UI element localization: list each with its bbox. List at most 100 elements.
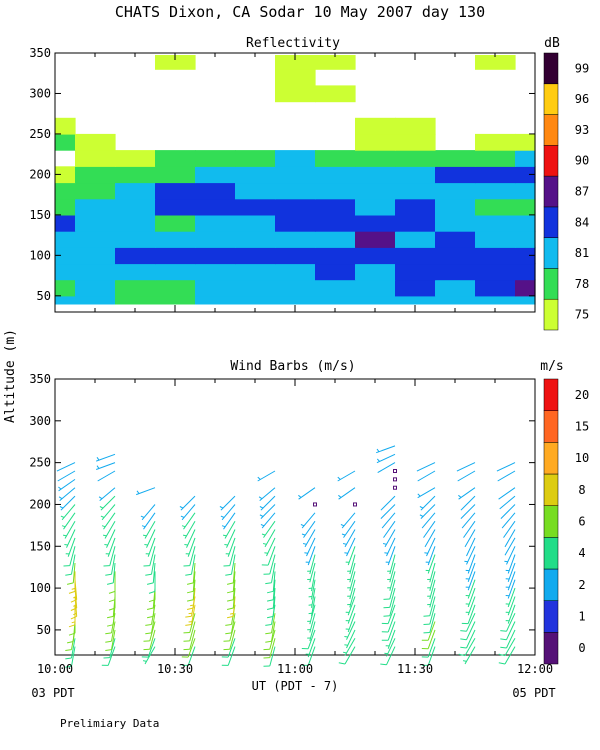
reflectivity-cell <box>355 263 396 281</box>
reflectivity-cell <box>115 247 156 265</box>
wind-barb <box>265 562 276 585</box>
reflectivity-cell <box>155 55 196 70</box>
wind-barb <box>338 487 356 500</box>
reflectivity-cell <box>275 85 316 103</box>
wind-barb <box>70 588 78 611</box>
reflectivity-cell <box>275 150 316 167</box>
wind-barb <box>265 613 276 635</box>
colorbar-swatch <box>543 537 559 570</box>
wind-barb <box>65 638 76 660</box>
wind-barb <box>101 646 116 666</box>
wind-barb <box>146 562 156 585</box>
reflectivity-cell <box>315 166 356 184</box>
wind-barb <box>499 495 516 510</box>
colorbar-label: 6 <box>578 515 585 529</box>
reflectivity-cell <box>275 55 316 70</box>
wind-barb <box>183 613 196 634</box>
wind-barb <box>380 495 396 511</box>
wind-barb <box>308 596 316 617</box>
wind-barb <box>266 571 276 594</box>
reflectivity-cell <box>355 231 396 248</box>
y-tick-label: 200 <box>29 497 51 511</box>
wind-barb <box>384 638 396 657</box>
wind-barb <box>57 470 76 482</box>
wind-barb <box>105 621 116 643</box>
wind-barb <box>505 571 516 591</box>
wind-barb <box>385 546 396 566</box>
x-axis-label: UT (PDT - 7) <box>252 679 339 693</box>
wind-barb <box>427 587 436 608</box>
wind-barb <box>344 621 356 640</box>
reflectivity-cell <box>395 198 436 216</box>
wind-barb <box>98 487 116 501</box>
wind-barb <box>108 571 116 594</box>
reflectivity-cell <box>395 150 436 167</box>
colorbar-label: 0 <box>578 641 585 655</box>
reflectivity-cell <box>275 263 316 281</box>
wind-barb <box>96 462 116 470</box>
reflectivity-cell <box>515 198 536 216</box>
reflectivity-cell <box>315 263 356 281</box>
reflectivity-cell <box>75 166 116 184</box>
reflectivity-cell <box>155 295 196 305</box>
wind-barb <box>505 604 516 624</box>
wind-frame <box>54 378 536 656</box>
reflectivity-cell <box>235 247 276 265</box>
wind-barb <box>183 546 196 567</box>
wind-barb <box>226 596 236 619</box>
wind-barb <box>106 562 116 585</box>
wind-barb <box>300 512 316 529</box>
reflectivity-colorbar-unit: dB <box>544 36 560 51</box>
wind-barb <box>387 554 396 575</box>
wind-barb <box>259 495 276 511</box>
reflectivity-cell <box>315 214 356 232</box>
wind-barb <box>347 587 356 608</box>
wind-barb <box>417 470 436 482</box>
reflectivity-cell <box>195 263 236 281</box>
reflectivity-cell <box>195 166 236 184</box>
reflectivity-cell <box>395 133 436 151</box>
reflectivity-cell <box>155 231 196 248</box>
y-tick-label: 350 <box>29 46 51 60</box>
reflectivity-cell <box>155 150 196 167</box>
reflectivity-cell <box>75 133 116 151</box>
reflectivity-cell <box>275 198 316 216</box>
wind-barb <box>304 537 316 557</box>
wind-barb <box>462 646 476 665</box>
wind-barb <box>457 470 476 482</box>
reflectivity-cell <box>115 166 156 184</box>
wind-barb <box>136 487 156 496</box>
reflectivity-cell <box>275 231 316 248</box>
figure-title: CHATS Dixon, CA Sodar 10 May 2007 day 13… <box>115 3 485 21</box>
wind-barb <box>301 646 316 666</box>
wind-barb <box>143 629 156 651</box>
reflectivity-cell <box>55 166 76 184</box>
y-tick-label: 150 <box>29 208 51 222</box>
x-tick-label: 10:30 <box>157 662 193 676</box>
wind-barb <box>341 520 356 538</box>
colorbar-label: 1 <box>578 610 585 624</box>
reflectivity-cell <box>395 231 436 248</box>
wind-barb <box>463 520 476 538</box>
reflectivity-cell <box>475 198 516 216</box>
wind-barb <box>504 529 516 548</box>
y-tick-label: 100 <box>29 581 51 595</box>
wind-barb <box>258 487 276 501</box>
colorbar-label: 93 <box>575 123 589 137</box>
wind-barb <box>423 596 436 617</box>
wind-barb <box>421 621 436 641</box>
wind-barb <box>148 571 156 594</box>
wind-barb <box>103 638 116 659</box>
wind-barb <box>223 629 236 651</box>
reflectivity-cell <box>475 166 516 184</box>
wind-barb <box>105 554 116 576</box>
wind-barb <box>460 495 476 511</box>
colorbar-label: 15 <box>575 420 589 434</box>
reflectivity-cell <box>435 150 476 167</box>
wind-barb <box>221 646 236 666</box>
reflectivity-cell <box>395 166 436 184</box>
reflectivity-cell <box>515 247 536 265</box>
wind-barb <box>263 646 276 667</box>
end-local-time: 05 PDT <box>512 686 555 700</box>
reflectivity-cell <box>55 198 76 216</box>
